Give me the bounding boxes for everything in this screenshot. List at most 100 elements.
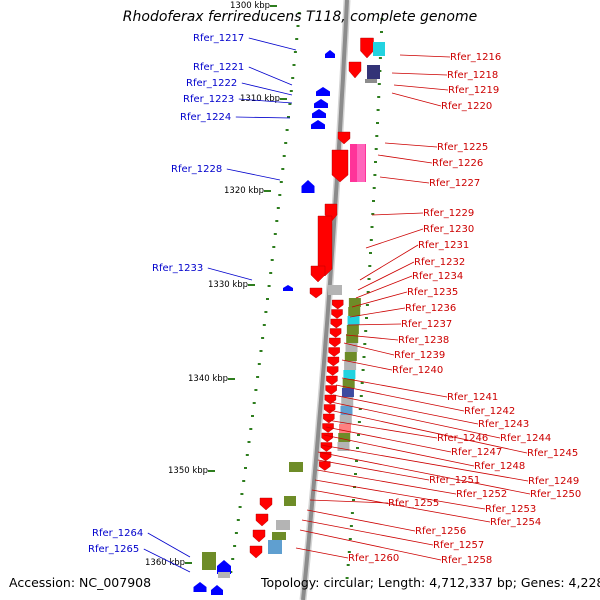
tick-dot	[362, 356, 366, 358]
leader-line-right	[314, 479, 486, 510]
cog-box	[344, 352, 357, 361]
cog-box	[202, 552, 216, 570]
gene-label-right: Rfer_1234	[412, 271, 463, 282]
tick-dot	[355, 460, 358, 462]
tick-dot	[288, 103, 292, 105]
tick-dot	[367, 278, 371, 280]
tick-dot	[368, 265, 372, 267]
gene-arrow-reverse	[314, 99, 328, 108]
tick-dot	[285, 129, 289, 131]
leader-line-right	[320, 444, 529, 482]
cog-box	[348, 298, 361, 307]
leader-line-right	[306, 509, 416, 532]
gene-arrow-forward	[310, 265, 326, 283]
tick-dot	[357, 421, 361, 423]
tick-dot	[365, 317, 368, 319]
cog-box	[284, 496, 296, 506]
gene-label-right: Rfer_1251	[429, 475, 480, 486]
tick-dot	[256, 376, 260, 378]
tick-dot	[369, 252, 372, 254]
map-title: Rhodoferax ferrireducens T118, complete …	[122, 9, 478, 25]
scale-label: 1350 kbp	[168, 466, 208, 476]
cog-box	[342, 379, 355, 388]
tick-dot	[377, 96, 381, 98]
tick-dot	[259, 350, 263, 352]
gene-label-right: Rfer_1256	[415, 526, 466, 537]
tick-dot	[293, 51, 297, 53]
gene-arrow-reverse	[311, 120, 325, 129]
gene-arrow-forward	[317, 215, 333, 277]
leader-line-left	[241, 82, 293, 96]
leader-line-left	[248, 66, 293, 86]
gene-arrow-forward	[331, 309, 343, 319]
leader-line-right	[343, 342, 395, 356]
gene-arrow-forward	[323, 413, 335, 424]
tick-dot	[373, 174, 377, 176]
tick-dot	[361, 369, 365, 371]
cog-box	[367, 65, 380, 79]
gene-label-left: Rfer_1224	[180, 112, 231, 123]
gene-label-right: Rfer_1219	[448, 85, 499, 96]
gene-arrow-forward	[255, 513, 269, 527]
gene-label-right: Rfer_1258	[441, 555, 492, 566]
leader-line-left	[235, 116, 291, 119]
tick-dot	[238, 506, 242, 508]
gene-label-right: Rfer_1243	[478, 419, 529, 430]
gene-label-left: Rfer_1221	[193, 62, 244, 73]
tick-dot	[244, 467, 247, 469]
tick-dot	[261, 337, 265, 339]
tick-dot	[236, 519, 240, 521]
gene-label-right: Rfer_1227	[429, 178, 480, 189]
leader-line-left	[207, 267, 253, 281]
gene-arrow-forward	[309, 287, 323, 299]
tick-dot	[376, 109, 380, 111]
gene-arrow-forward	[249, 545, 263, 559]
leader-line-right	[365, 228, 424, 249]
gene-label-right: Rfer_1249	[528, 476, 579, 487]
tick-dot	[346, 564, 350, 566]
tick-dot	[372, 187, 376, 189]
tick-dot	[266, 298, 269, 300]
tick-dot	[297, 12, 301, 14]
gene-label-right: Rfer_1236	[405, 303, 456, 314]
gene-label-right: Rfer_1252	[456, 489, 507, 500]
leader-line-right	[345, 334, 399, 341]
scale-label: 1320 kbp	[224, 186, 264, 196]
cog-box	[373, 42, 385, 56]
cog-box	[365, 79, 377, 83]
gene-label-right: Rfer_1235	[407, 287, 458, 298]
gene-arrow-forward	[337, 131, 351, 145]
gene-label-left: Rfer_1217	[193, 33, 244, 44]
leader-line-right	[351, 291, 408, 308]
cog-box	[346, 325, 359, 334]
scale-tick	[270, 5, 277, 7]
gene-label-right: Rfer_1250	[530, 489, 581, 500]
tick-dot	[254, 389, 258, 391]
gene-label-right: Rfer_1230	[423, 224, 474, 235]
gene-label-left: Rfer_1228	[171, 164, 222, 175]
leader-line-left	[147, 532, 191, 558]
tick-dot	[249, 428, 253, 430]
tick-dot	[374, 161, 377, 163]
leader-line-right	[301, 519, 434, 546]
cog-box	[341, 397, 354, 406]
tick-dot	[279, 181, 283, 183]
leader-line-right	[399, 54, 451, 58]
gene-label-right: Rfer_1240	[392, 365, 443, 376]
scale-tick	[208, 470, 215, 472]
gene-label-right: Rfer_1254	[490, 517, 541, 528]
tick-dot	[360, 382, 364, 384]
tick-dot	[348, 538, 352, 540]
gene-label-left: Rfer_1233	[152, 263, 203, 274]
gene-label-right: Rfer_1246	[437, 433, 488, 444]
tick-dot	[375, 135, 379, 137]
gene-label-right: Rfer_1247	[451, 447, 502, 458]
leader-line-right	[311, 489, 491, 523]
gene-arrow-forward	[326, 375, 338, 386]
tick-dot	[347, 551, 351, 553]
leader-line-right	[332, 394, 479, 425]
cog-box	[345, 343, 358, 352]
leader-line-right	[330, 401, 501, 439]
scale-tick	[228, 378, 235, 380]
cog-box	[344, 361, 357, 370]
